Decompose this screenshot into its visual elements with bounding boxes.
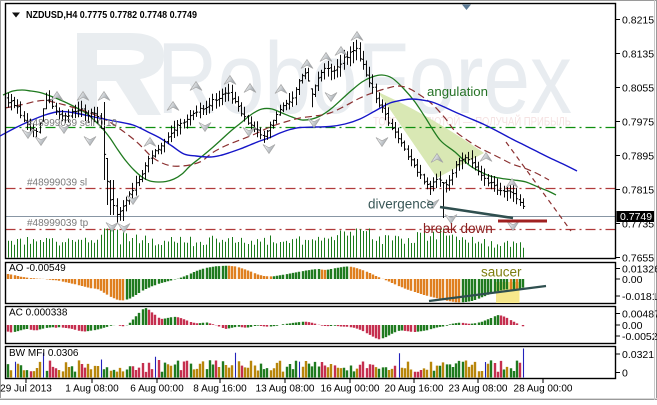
svg-text:#48999039 sell 0.10: #48999039 sell 0.10 xyxy=(27,118,118,129)
svg-text:8 Aug 16:00: 8 Aug 16:00 xyxy=(193,384,247,395)
svg-text:#48999039 tp: #48999039 tp xyxy=(27,218,89,229)
svg-text:0.7975: 0.7975 xyxy=(622,116,654,128)
svg-text:13 Aug 08:00: 13 Aug 08:00 xyxy=(256,384,315,395)
svg-text:0.004877: 0.004877 xyxy=(622,308,657,320)
svg-text:break down: break down xyxy=(423,221,493,236)
svg-text:0.8135: 0.8135 xyxy=(622,48,654,60)
svg-text:1 Aug 08:00: 1 Aug 08:00 xyxy=(65,384,119,395)
svg-text:0.7749: 0.7749 xyxy=(620,211,652,223)
svg-text:AO -0.00549: AO -0.00549 xyxy=(9,263,66,274)
svg-text:0.7895: 0.7895 xyxy=(622,150,654,162)
svg-text:0.8055: 0.8055 xyxy=(622,82,654,94)
svg-text:0.7655: 0.7655 xyxy=(622,252,654,264)
svg-text:divergence: divergence xyxy=(368,197,434,212)
svg-text:saucer: saucer xyxy=(481,265,522,280)
svg-text:#48999039 sl: #48999039 sl xyxy=(27,178,87,189)
svg-text:6 Aug 00:00: 6 Aug 00:00 xyxy=(130,384,184,395)
svg-text:AC 0.000338: AC 0.000338 xyxy=(9,308,68,319)
svg-text:0.8215: 0.8215 xyxy=(622,14,654,26)
svg-text:20 Aug 16:00: 20 Aug 16:00 xyxy=(385,384,444,395)
svg-text:-0.00523: -0.00523 xyxy=(622,331,657,343)
svg-text:0.00: 0.00 xyxy=(622,320,643,332)
svg-text:23 Aug 08:00: 23 Aug 08:00 xyxy=(449,384,508,395)
svg-text:0.0321: 0.0321 xyxy=(622,349,654,361)
svg-text:0.00: 0.00 xyxy=(622,274,643,286)
svg-text:29 Jul 2013: 29 Jul 2013 xyxy=(0,384,52,395)
svg-text:16 Aug 00:00: 16 Aug 00:00 xyxy=(321,384,380,395)
svg-text:0: 0 xyxy=(622,367,628,379)
svg-text:-0.01819: -0.01819 xyxy=(622,291,657,303)
svg-text:BW MFI 0.0306: BW MFI 0.0306 xyxy=(9,348,79,359)
svg-text:angulation: angulation xyxy=(427,84,488,99)
svg-text:0.01326: 0.01326 xyxy=(622,263,657,275)
svg-text:28 Aug 00:00: 28 Aug 00:00 xyxy=(514,384,573,395)
svg-text:NZDUSD,H4 0.7775 0.7782 0.774: NZDUSD,H4 0.7775 0.7782 0.7748 0.7749 xyxy=(26,10,197,21)
svg-text:0.7815: 0.7815 xyxy=(622,184,654,196)
